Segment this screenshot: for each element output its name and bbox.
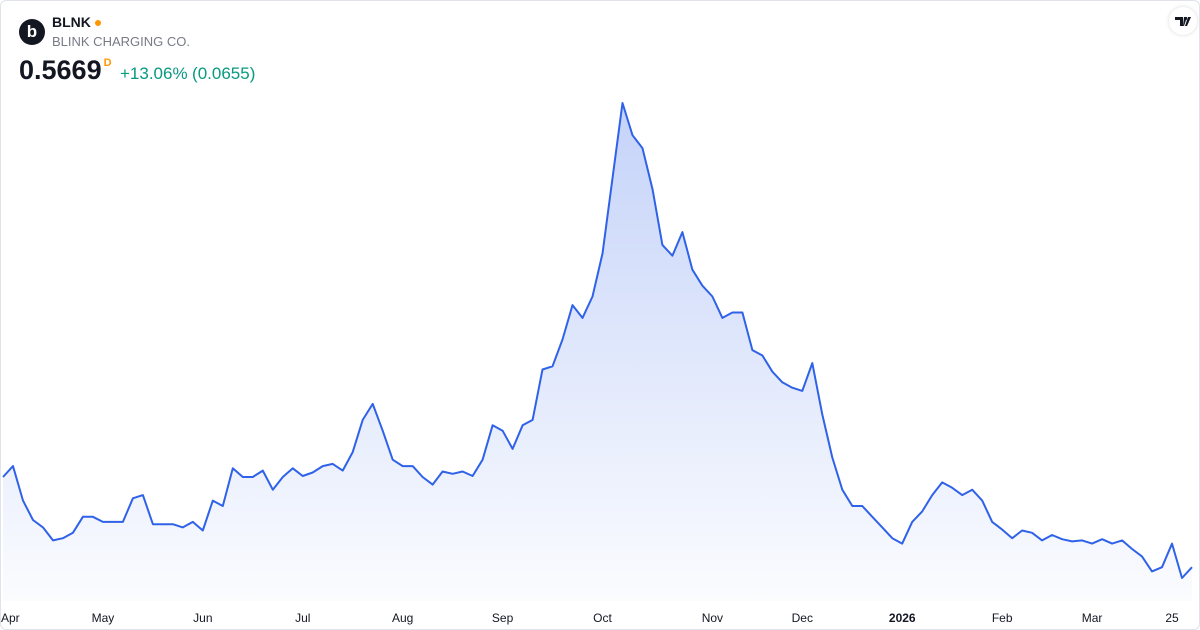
x-tick-label: 25 (1165, 611, 1179, 625)
x-tick-label: Jun (193, 611, 212, 625)
status-dot (94, 20, 101, 27)
company-name: BLINK CHARGING CO. (52, 34, 190, 49)
x-tick-label: Mar (1082, 611, 1103, 625)
x-tick-label: Oct (593, 611, 612, 625)
x-tick-label: May (92, 611, 115, 625)
interval: D (103, 57, 112, 69)
area-fill (3, 103, 1192, 601)
x-tick-label: Dec (792, 611, 813, 625)
symbol[interactable]: BLNK (52, 14, 91, 30)
x-tick-label: 2026 (889, 611, 916, 625)
price-line: 0.5669 D +13.06% (0.0655) (19, 55, 255, 86)
tradingview-logo[interactable] (1169, 7, 1197, 35)
x-tick-label: Sep (492, 611, 514, 625)
symbol-row: BLNK (52, 14, 101, 30)
x-tick-label: Aug (392, 611, 413, 625)
x-tick-label: Nov (702, 611, 723, 625)
x-tick-label: Feb (992, 611, 1013, 625)
x-tick-label: Jul (295, 611, 310, 625)
change-percent: +13.06% (120, 64, 188, 83)
change-abs: (0.0655) (192, 64, 256, 83)
price-line (2, 102, 1193, 579)
last-price: 0.5669 (19, 55, 102, 85)
x-tick-label: Apr (1, 611, 20, 625)
logo: b (19, 19, 45, 45)
tv-icon (1175, 16, 1191, 26)
